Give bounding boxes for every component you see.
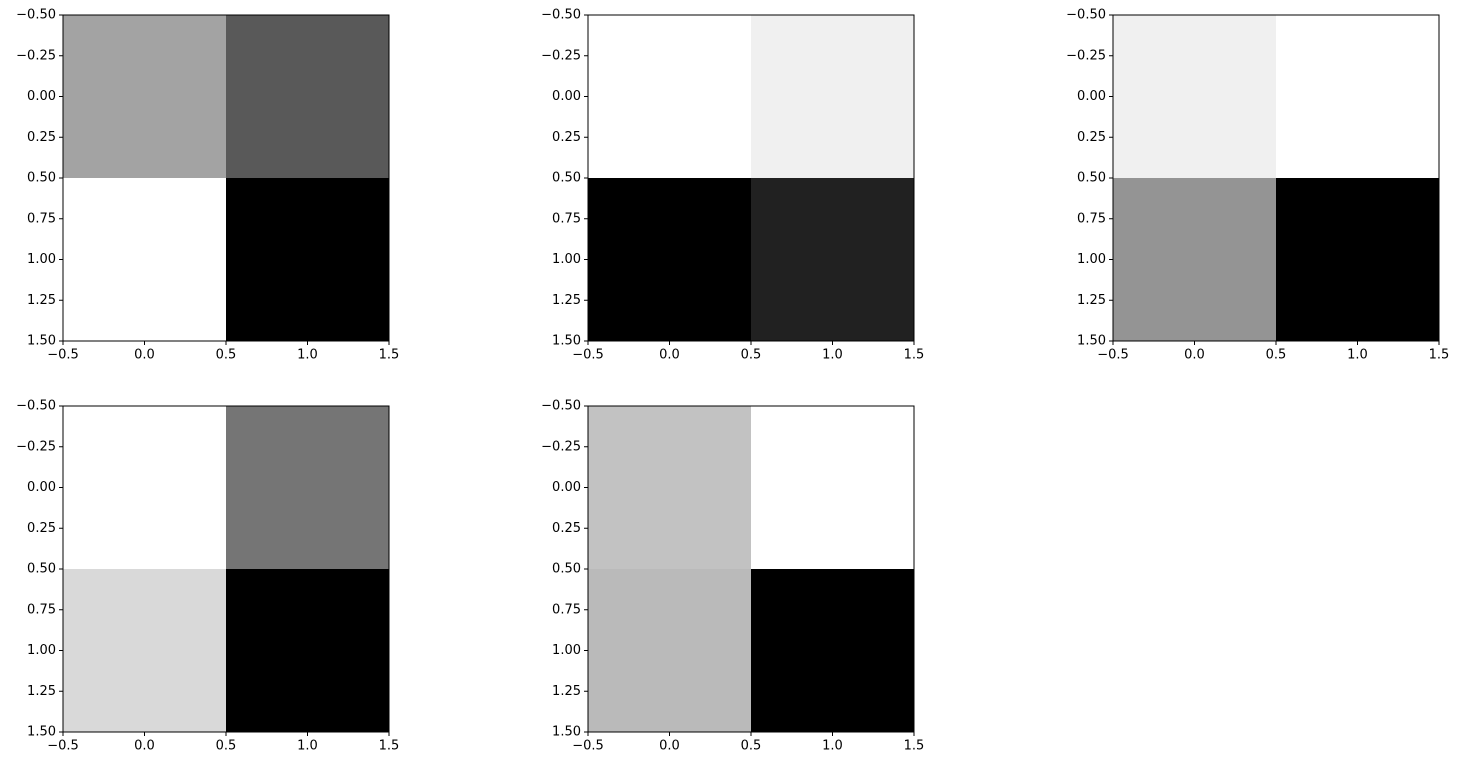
y-tick-label: 0.50 [1077,171,1106,186]
heatmap-cell [226,15,389,178]
y-tick-label: 0.75 [27,602,56,617]
heatmap-cell [588,15,751,178]
x-tick-label: 0.0 [1184,348,1205,363]
subplot: −0.5 0.0 0.5 1.0 1.5 −0.50 −0.25 0.00 0.25 0.50 0.… [541,399,924,754]
heatmap-cell [63,406,226,569]
x-tick-label: 1.5 [1429,348,1450,363]
y-tick-label: 0.50 [27,562,56,577]
y-tick-label: 1.25 [1077,293,1106,308]
subplot: −0.5 0.0 0.5 1.0 1.5 −0.50 −0.25 0.00 0.25 0.50 0.… [541,8,924,363]
heatmap-cell [226,406,389,569]
y-tick-label: −0.50 [541,399,581,414]
heatmap-cell [588,569,751,732]
x-tick-label: 0.0 [134,739,155,754]
y-tick-label: 0.75 [1077,211,1106,226]
heatmap-cell [63,15,226,178]
y-tick-label: 1.25 [552,293,581,308]
y-tick-label: 0.00 [1077,89,1106,104]
y-tick-label: 1.00 [1077,252,1106,267]
y-tick-label: 1.25 [27,684,56,699]
y-tick-label: −0.25 [541,439,581,454]
x-tick-label: −0.5 [572,348,604,363]
x-tick-label: 0.0 [659,739,680,754]
x-tick-label: 1.5 [904,348,925,363]
y-tick-label: 1.50 [27,725,56,740]
y-tick-label: 0.75 [552,211,581,226]
y-tick-label: −0.50 [16,399,56,414]
y-tick-label: 0.25 [552,130,581,145]
y-tick-label: −0.50 [1066,8,1106,23]
y-tick-label: 0.50 [552,562,581,577]
x-tick-label: 1.0 [822,348,843,363]
y-tick-label: 0.25 [552,521,581,536]
heatmap-cell [751,15,914,178]
subplot: −0.5 0.0 0.5 1.0 1.5 −0.50 −0.25 0.00 0.25 0.50 0.… [16,399,399,754]
x-tick-label: 0.5 [216,348,237,363]
heatmap-cell [226,569,389,732]
heatmap-cell [63,569,226,732]
y-tick-label: −0.50 [16,8,56,23]
x-tick-label: 0.5 [741,739,762,754]
subplot: −0.5 0.0 0.5 1.0 1.5 −0.50 −0.25 0.00 0.25 0.50 0.… [1066,8,1449,363]
x-tick-label: −0.5 [47,739,79,754]
y-tick-label: 1.00 [27,643,56,658]
y-tick-label: −0.50 [541,8,581,23]
x-tick-label: −0.5 [572,739,604,754]
heatmap-cell [226,178,389,341]
heatmap-cell [63,178,226,341]
heatmap-cell [588,178,751,341]
heatmap-cell [751,569,914,732]
subplot: −0.5 0.0 0.5 1.0 1.5 −0.50 −0.25 0.00 0.25 0.50 0.… [16,8,399,363]
heatmap-cell [751,406,914,569]
heatmap-cell [1113,15,1276,178]
y-tick-label: −0.25 [541,48,581,63]
y-tick-label: −0.25 [1066,48,1106,63]
x-tick-label: −0.5 [1097,348,1129,363]
y-tick-label: 1.25 [552,684,581,699]
y-tick-label: −0.25 [16,48,56,63]
x-tick-label: 1.5 [379,348,400,363]
heatmap-cell [1276,15,1439,178]
x-tick-label: 0.5 [741,348,762,363]
x-tick-label: 0.5 [1266,348,1287,363]
heatmap-cell [1113,178,1276,341]
y-tick-label: 1.50 [552,725,581,740]
x-tick-label: 1.0 [297,348,318,363]
y-tick-label: −0.25 [16,439,56,454]
x-tick-label: 1.0 [822,739,843,754]
y-tick-label: 1.00 [552,252,581,267]
heatmap-cell [1276,178,1439,341]
y-tick-label: 1.50 [1077,334,1106,349]
y-tick-label: 1.50 [552,334,581,349]
x-tick-label: −0.5 [47,348,79,363]
x-tick-label: 0.0 [659,348,680,363]
y-tick-label: 1.00 [27,252,56,267]
y-tick-label: 0.75 [27,211,56,226]
y-tick-label: 0.25 [1077,130,1106,145]
y-tick-label: 0.75 [552,602,581,617]
heatmap-cell [751,178,914,341]
heatmap-cell [588,406,751,569]
y-tick-label: 1.25 [27,293,56,308]
y-tick-label: 0.00 [552,480,581,495]
x-tick-label: 0.5 [216,739,237,754]
x-tick-label: 1.0 [1347,348,1368,363]
y-tick-label: 1.50 [27,334,56,349]
x-tick-label: 0.0 [134,348,155,363]
x-tick-label: 1.0 [297,739,318,754]
y-tick-label: 0.00 [552,89,581,104]
x-tick-label: 1.5 [379,739,400,754]
y-tick-label: 0.50 [27,171,56,186]
y-tick-label: 0.00 [27,480,56,495]
y-tick-label: 1.00 [552,643,581,658]
y-tick-label: 0.50 [552,171,581,186]
x-tick-label: 1.5 [904,739,925,754]
y-tick-label: 0.25 [27,521,56,536]
y-tick-label: 0.00 [27,89,56,104]
y-tick-label: 0.25 [27,130,56,145]
